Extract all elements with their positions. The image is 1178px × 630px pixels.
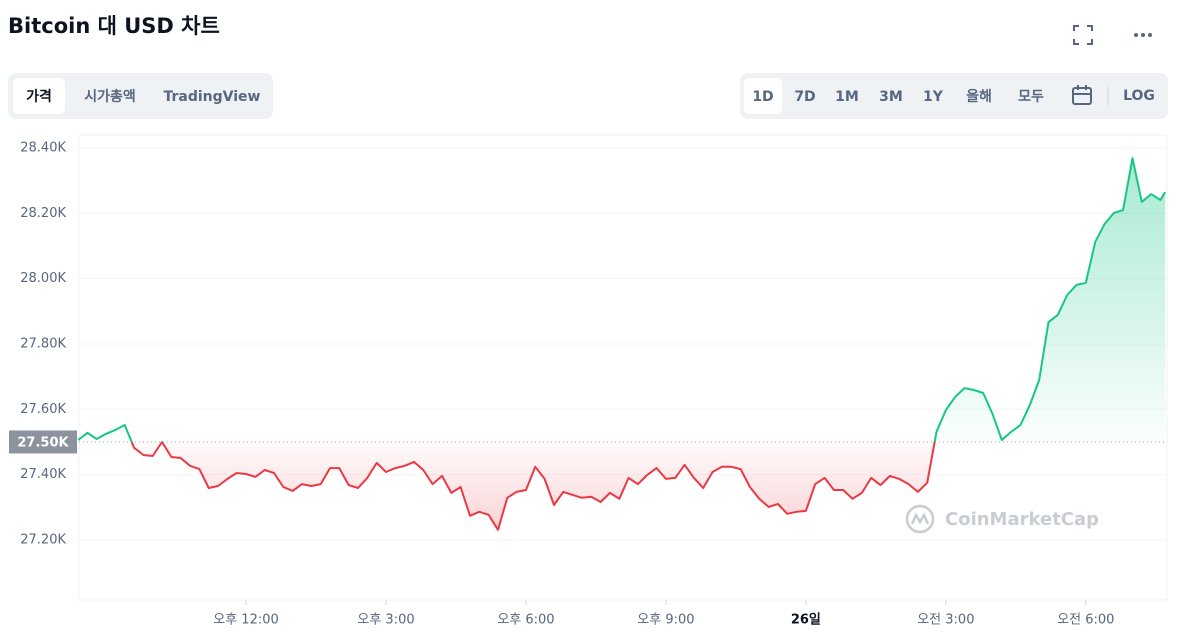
range-button[interactable]: 7D xyxy=(794,89,815,105)
watermark: CoinMarketCap xyxy=(945,509,1099,530)
calendar-icon[interactable] xyxy=(1072,85,1092,105)
watermark-logo xyxy=(905,504,935,534)
tab[interactable]: TradingView xyxy=(164,89,261,105)
range-button[interactable]: 1Y xyxy=(923,89,944,105)
range-group xyxy=(740,73,1168,119)
x-tick-label: 오후 6:00 xyxy=(497,613,554,628)
y-tick-label: 27.40K xyxy=(20,467,66,482)
y-tick-label: 28.00K xyxy=(20,271,66,286)
range-button[interactable]: 1D xyxy=(752,89,773,105)
range-button[interactable]: 1M xyxy=(835,89,859,105)
tab-group xyxy=(8,73,273,119)
tab[interactable]: 가격 xyxy=(26,88,52,105)
tab[interactable]: 시가총액 xyxy=(84,88,136,105)
fullscreen-icon[interactable] xyxy=(1073,25,1093,45)
chart-title: Bitcoin 대 USD 차트 xyxy=(8,14,220,38)
price-line xyxy=(77,157,1166,531)
tab-active-bg xyxy=(13,78,65,114)
more-icon[interactable] xyxy=(1134,33,1152,37)
x-tick-label: 오후 12:00 xyxy=(213,613,279,628)
price-area xyxy=(78,158,1166,530)
range-button[interactable]: 모두 xyxy=(1018,89,1044,105)
y-tick-label: 27.60K xyxy=(20,402,66,417)
y-tick-label: 28.20K xyxy=(20,206,66,221)
range-button[interactable]: 올해 xyxy=(966,88,992,105)
log-button[interactable]: LOG xyxy=(1123,88,1155,104)
range-active-bg xyxy=(744,78,782,114)
x-tick-label: 오후 3:00 xyxy=(357,613,414,628)
x-tick-label: 오전 3:00 xyxy=(917,613,974,628)
reference-label: 27.50K xyxy=(17,435,69,450)
y-tick-label: 27.80K xyxy=(20,336,66,351)
reference-label-bg xyxy=(9,430,77,454)
x-tick-label: 오후 9:00 xyxy=(637,613,694,628)
y-tick-label: 28.40K xyxy=(20,141,66,156)
range-button[interactable]: 3M xyxy=(879,89,903,105)
y-tick-label: 27.20K xyxy=(20,532,66,547)
x-tick-label: 26일 xyxy=(791,613,821,628)
plot-frame xyxy=(78,134,1168,601)
x-tick-label: 오전 6:00 xyxy=(1057,613,1114,628)
